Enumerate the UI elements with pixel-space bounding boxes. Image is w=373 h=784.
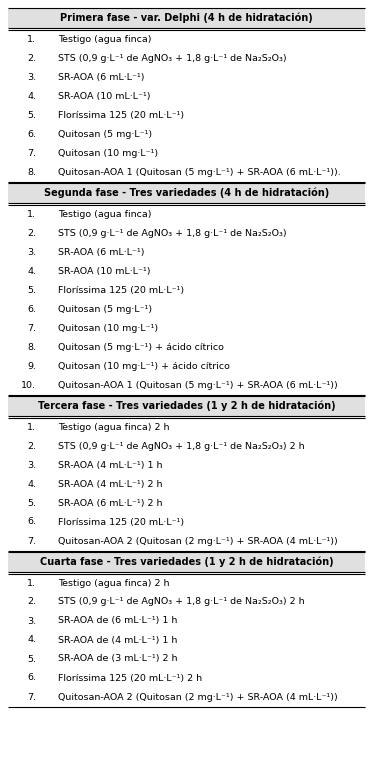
Text: 9.: 9.	[27, 361, 36, 371]
Text: Testigo (agua finca) 2 h: Testigo (agua finca) 2 h	[58, 579, 169, 587]
Text: Quitosan (5 mg·L⁻¹) + ácido cítrico: Quitosan (5 mg·L⁻¹) + ácido cítrico	[58, 343, 224, 351]
Text: SR-AOA (6 mL·L⁻¹): SR-AOA (6 mL·L⁻¹)	[58, 248, 144, 256]
Text: 6.: 6.	[27, 304, 36, 314]
Text: Quitosan (5 mg·L⁻¹): Quitosan (5 mg·L⁻¹)	[58, 304, 152, 314]
Text: Tercera fase - Tres variedades (1 y 2 h de hidratación): Tercera fase - Tres variedades (1 y 2 h …	[38, 401, 335, 412]
Text: 5.: 5.	[27, 499, 36, 507]
Text: Testigo (agua finca) 2 h: Testigo (agua finca) 2 h	[58, 423, 169, 431]
Text: Quitosan-AOA 2 (Quitosan (2 mg·L⁻¹) + SR-AOA (4 mL·L⁻¹)): Quitosan-AOA 2 (Quitosan (2 mg·L⁻¹) + SR…	[58, 536, 338, 546]
Text: SR-AOA (6 mL·L⁻¹) 2 h: SR-AOA (6 mL·L⁻¹) 2 h	[58, 499, 163, 507]
Text: Testigo (agua finca): Testigo (agua finca)	[58, 34, 151, 43]
Text: Primera fase - var. Delphi (4 h de hidratación): Primera fase - var. Delphi (4 h de hidra…	[60, 13, 313, 24]
Text: Quitosan-AOA 2 (Quitosan (2 mg·L⁻¹) + SR-AOA (4 mL·L⁻¹)): Quitosan-AOA 2 (Quitosan (2 mg·L⁻¹) + SR…	[58, 692, 338, 702]
Text: 4.: 4.	[27, 480, 36, 488]
Text: 3.: 3.	[27, 616, 36, 626]
Text: Quitosan (10 mg·L⁻¹) + ácido cítrico: Quitosan (10 mg·L⁻¹) + ácido cítrico	[58, 361, 230, 371]
Text: 2.: 2.	[27, 597, 36, 607]
Text: Quitosan (10 mg·L⁻¹): Quitosan (10 mg·L⁻¹)	[58, 148, 158, 158]
Text: 5.: 5.	[27, 655, 36, 663]
Text: Quitosan-AOA 1 (Quitosan (5 mg·L⁻¹) + SR-AOA (6 mL·L⁻¹)).: Quitosan-AOA 1 (Quitosan (5 mg·L⁻¹) + SR…	[58, 168, 341, 176]
Text: 4.: 4.	[27, 92, 36, 100]
Text: STS (0,9 g·L⁻¹ de AgNO₃ + 1,8 g·L⁻¹ de Na₂S₂O₃): STS (0,9 g·L⁻¹ de AgNO₃ + 1,8 g·L⁻¹ de N…	[58, 53, 286, 63]
Text: Floríssima 125 (20 mL·L⁻¹): Floríssima 125 (20 mL·L⁻¹)	[58, 517, 184, 527]
Text: 1.: 1.	[27, 423, 36, 431]
Text: Quitosan (10 mg·L⁻¹): Quitosan (10 mg·L⁻¹)	[58, 324, 158, 332]
Text: 1.: 1.	[27, 579, 36, 587]
Text: 6.: 6.	[27, 517, 36, 527]
Text: Cuarta fase - Tres variedades (1 y 2 h de hidratación): Cuarta fase - Tres variedades (1 y 2 h d…	[40, 557, 333, 568]
Text: Segunda fase - Tres variedades (4 h de hidratación): Segunda fase - Tres variedades (4 h de h…	[44, 187, 329, 198]
Text: Quitosan-AOA 1 (Quitosan (5 mg·L⁻¹) + SR-AOA (6 mL·L⁻¹)): Quitosan-AOA 1 (Quitosan (5 mg·L⁻¹) + SR…	[58, 380, 338, 390]
Bar	[8, 8, 365, 28]
Text: 1.: 1.	[27, 209, 36, 219]
Text: 7.: 7.	[27, 536, 36, 546]
Text: 4.: 4.	[27, 267, 36, 275]
Text: SR-AOA de (3 mL·L⁻¹) 2 h: SR-AOA de (3 mL·L⁻¹) 2 h	[58, 655, 178, 663]
Text: 7.: 7.	[27, 324, 36, 332]
Text: 5.: 5.	[27, 285, 36, 295]
Text: STS (0,9 g·L⁻¹ de AgNO₃ + 1,8 g·L⁻¹ de Na₂S₂O₃) 2 h: STS (0,9 g·L⁻¹ de AgNO₃ + 1,8 g·L⁻¹ de N…	[58, 441, 305, 451]
Bar	[8, 396, 365, 416]
Text: SR-AOA de (4 mL·L⁻¹) 1 h: SR-AOA de (4 mL·L⁻¹) 1 h	[58, 636, 178, 644]
Text: 2.: 2.	[27, 53, 36, 63]
Text: SR-AOA (10 mL·L⁻¹): SR-AOA (10 mL·L⁻¹)	[58, 92, 150, 100]
Text: 10.: 10.	[21, 380, 36, 390]
Text: 1.: 1.	[27, 34, 36, 43]
Text: 8.: 8.	[27, 343, 36, 351]
Text: 7.: 7.	[27, 148, 36, 158]
Text: Floríssima 125 (20 mL·L⁻¹): Floríssima 125 (20 mL·L⁻¹)	[58, 111, 184, 119]
Text: 5.: 5.	[27, 111, 36, 119]
Text: 8.: 8.	[27, 168, 36, 176]
Text: 3.: 3.	[27, 460, 36, 470]
Text: 3.: 3.	[27, 248, 36, 256]
Text: 4.: 4.	[27, 636, 36, 644]
Text: SR-AOA (6 mL·L⁻¹): SR-AOA (6 mL·L⁻¹)	[58, 72, 144, 82]
Text: SR-AOA (4 mL·L⁻¹) 2 h: SR-AOA (4 mL·L⁻¹) 2 h	[58, 480, 163, 488]
Text: Floríssima 125 (20 mL·L⁻¹) 2 h: Floríssima 125 (20 mL·L⁻¹) 2 h	[58, 673, 202, 683]
Text: SR-AOA (4 mL·L⁻¹) 1 h: SR-AOA (4 mL·L⁻¹) 1 h	[58, 460, 163, 470]
Text: STS (0,9 g·L⁻¹ de AgNO₃ + 1,8 g·L⁻¹ de Na₂S₂O₃): STS (0,9 g·L⁻¹ de AgNO₃ + 1,8 g·L⁻¹ de N…	[58, 228, 286, 238]
Text: Quitosan (5 mg·L⁻¹): Quitosan (5 mg·L⁻¹)	[58, 129, 152, 139]
Text: 2.: 2.	[27, 441, 36, 451]
Text: 7.: 7.	[27, 692, 36, 702]
Text: Floríssima 125 (20 mL·L⁻¹): Floríssima 125 (20 mL·L⁻¹)	[58, 285, 184, 295]
Text: 3.: 3.	[27, 72, 36, 82]
Text: STS (0,9 g·L⁻¹ de AgNO₃ + 1,8 g·L⁻¹ de Na₂S₂O₃) 2 h: STS (0,9 g·L⁻¹ de AgNO₃ + 1,8 g·L⁻¹ de N…	[58, 597, 305, 607]
Bar	[8, 183, 365, 203]
Text: 2.: 2.	[27, 228, 36, 238]
Text: SR-AOA (10 mL·L⁻¹): SR-AOA (10 mL·L⁻¹)	[58, 267, 150, 275]
Text: SR-AOA de (6 mL·L⁻¹) 1 h: SR-AOA de (6 mL·L⁻¹) 1 h	[58, 616, 178, 626]
Text: 6.: 6.	[27, 129, 36, 139]
Bar	[8, 552, 365, 572]
Text: 6.: 6.	[27, 673, 36, 683]
Text: Testigo (agua finca): Testigo (agua finca)	[58, 209, 151, 219]
